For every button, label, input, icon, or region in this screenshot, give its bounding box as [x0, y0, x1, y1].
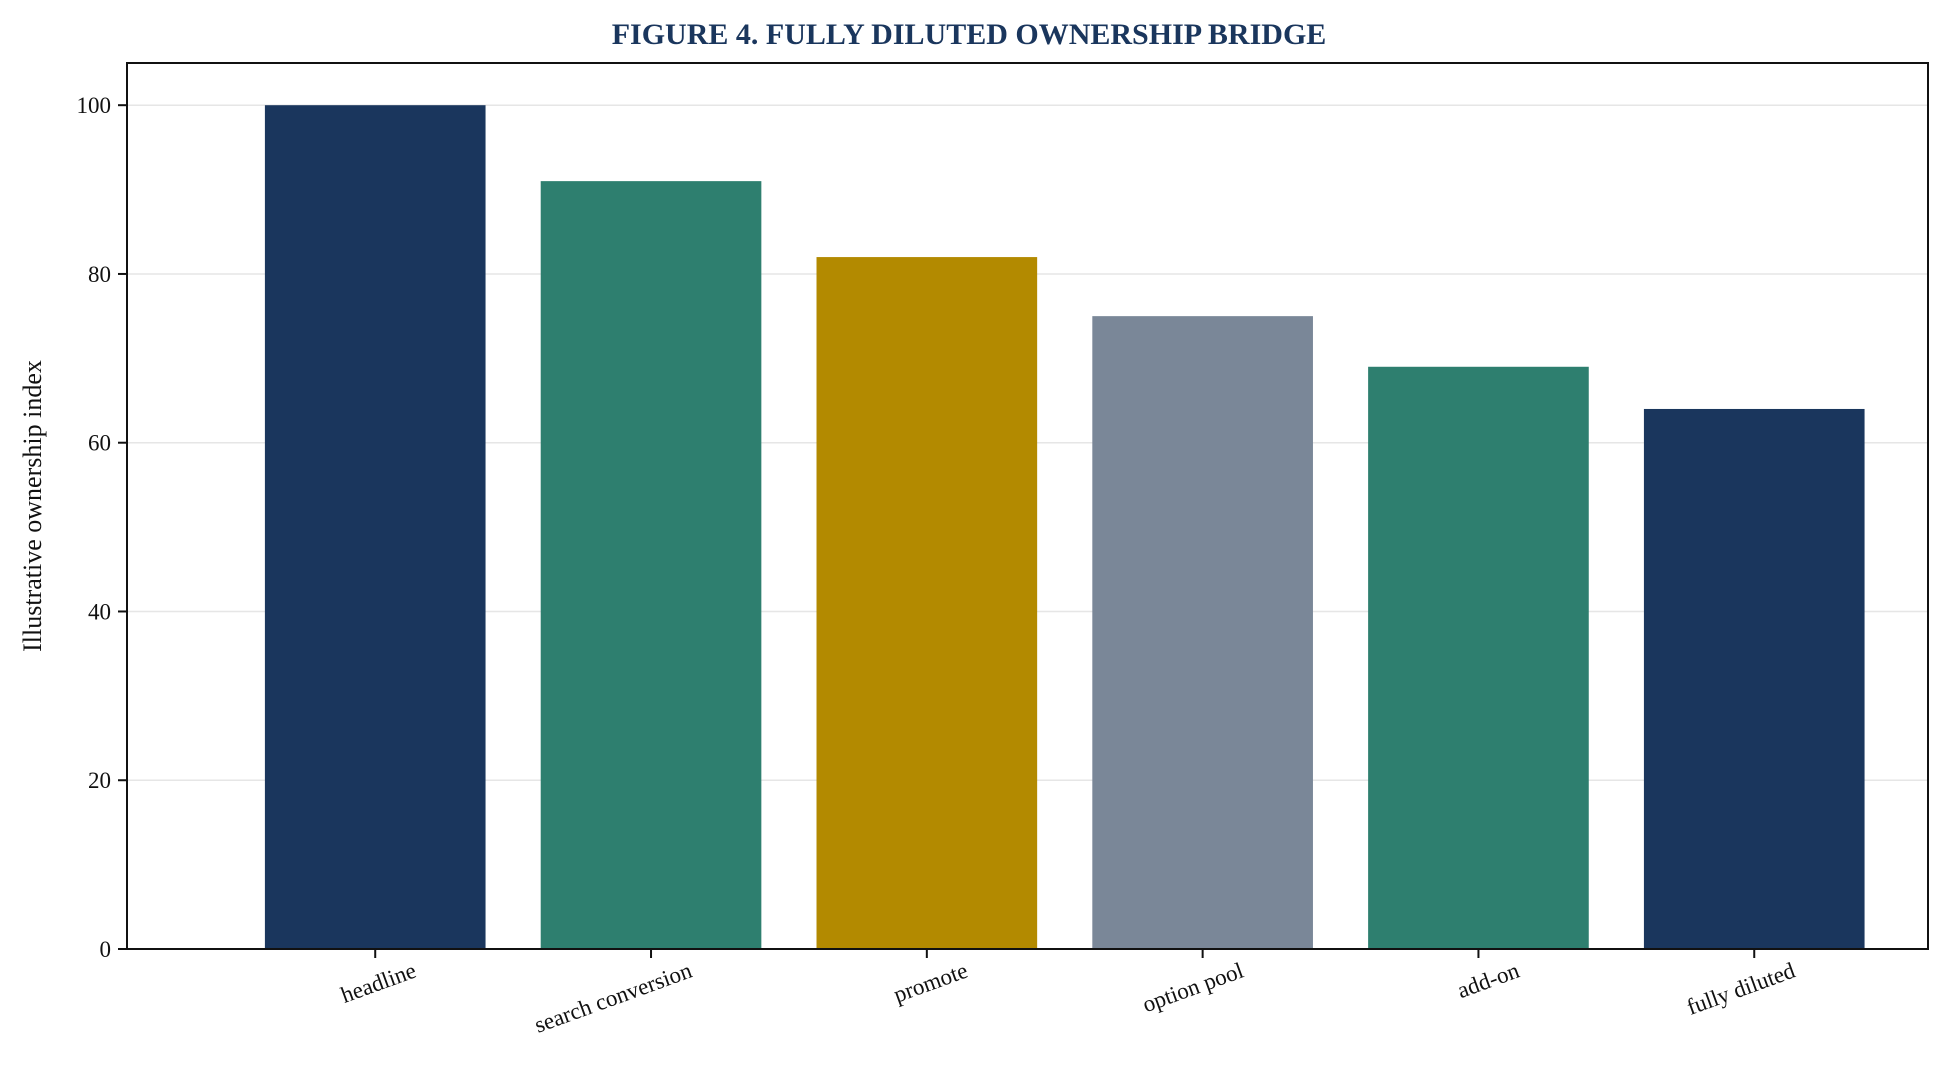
bar-promote: [816, 257, 1038, 950]
y-tick-label: 20: [88, 768, 111, 793]
y-tick-label: 80: [88, 262, 111, 287]
x-tick-label: option pool: [1139, 958, 1247, 1018]
bar-option-pool: [1092, 316, 1313, 950]
bar-search-conversion: [540, 181, 762, 950]
bar-fully-diluted: [1643, 408, 1865, 949]
x-tick-label: add-on: [1454, 958, 1523, 1004]
x-tick-label: headline: [338, 958, 420, 1008]
y-tick-label: 100: [77, 93, 112, 118]
chart-title: FIGURE 4. FULLY DILUTED OWNERSHIP BRIDGE: [612, 18, 1327, 51]
bar-add-on: [1368, 366, 1589, 949]
y-tick-label: 40: [88, 599, 111, 624]
bars: [264, 105, 1865, 950]
x-tick-label: promote: [890, 958, 971, 1008]
y-tick-label: 0: [100, 937, 112, 962]
y-tick-label: 60: [88, 431, 111, 456]
x-tick-label: fully diluted: [1684, 958, 1799, 1020]
x-axis-ticks: headline search conversion promote option p…: [338, 949, 1799, 1038]
plot-frame: [126, 62, 1929, 950]
y-axis-ticks: 0 20 40 60 80 100: [77, 93, 127, 962]
bar-headline: [264, 105, 486, 949]
x-tick-label: search conversion: [531, 958, 695, 1038]
y-axis-label: Illustrative ownership index: [18, 360, 47, 652]
